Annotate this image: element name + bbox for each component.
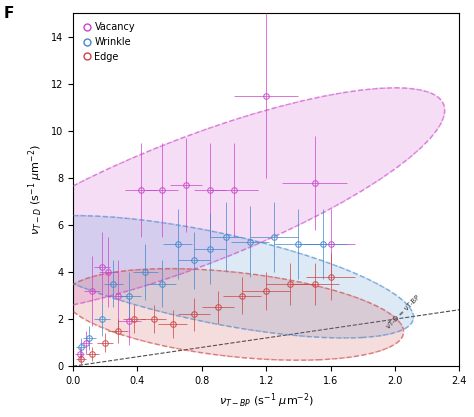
Y-axis label: $\nu_{T-D}$ (s$^{-1}$ $\mu$m$^{-2}$): $\nu_{T-D}$ (s$^{-1}$ $\mu$m$^{-2}$) [27,144,46,235]
Ellipse shape [6,216,413,338]
Text: F: F [3,6,14,21]
X-axis label: $\nu_{T-BP}$ (s$^{-1}$ $\mu$m$^{-2}$): $\nu_{T-BP}$ (s$^{-1}$ $\mu$m$^{-2}$) [219,392,314,410]
Ellipse shape [64,269,403,360]
Text: νT-D = νT-BP: νT-D = νT-BP [385,294,421,330]
Ellipse shape [0,88,445,315]
Legend: Vacancy, Wrinkle, Edge: Vacancy, Wrinkle, Edge [78,18,139,66]
